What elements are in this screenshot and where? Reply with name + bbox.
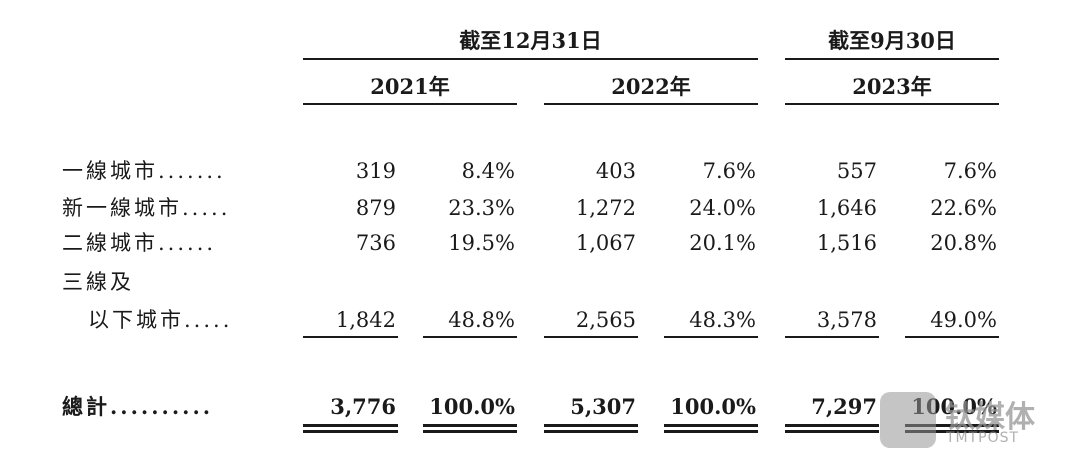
watermark-sub: TMTPOST: [946, 430, 1020, 446]
cell: 19.5%: [448, 231, 515, 255]
total-rule: [905, 424, 999, 427]
cell: 1,646: [816, 196, 877, 220]
year-header: 2021年: [370, 74, 450, 99]
total-rule: [785, 430, 879, 433]
total-rule: [664, 430, 758, 433]
cell: 20.8%: [930, 231, 997, 255]
cell: 48.8%: [448, 308, 515, 332]
cell: 736: [355, 231, 396, 255]
cell: 49.0%: [930, 308, 997, 332]
cell: 8.4%: [461, 159, 515, 183]
cell: 319: [355, 159, 396, 183]
group-header: 截至12月31日: [459, 28, 602, 53]
year-rule: [544, 103, 758, 105]
cell: 48.3%: [689, 308, 756, 332]
subtotal-rule: [423, 336, 517, 338]
total-cell: 100.0%: [670, 394, 756, 419]
total-rule: [303, 424, 398, 427]
cell: 2,565: [575, 308, 636, 332]
total-rule: [544, 430, 638, 433]
subtotal-rule: [303, 336, 398, 338]
cell: 24.0%: [689, 196, 756, 220]
total-cell: 5,307: [570, 394, 636, 419]
year-rule: [303, 103, 517, 105]
cell: 7.6%: [943, 159, 997, 183]
cell: 403: [595, 159, 636, 183]
cell: 1,272: [575, 196, 636, 220]
row-label: 二線城市......: [62, 231, 217, 255]
cell: 3,578: [816, 308, 877, 332]
row-label: 三線及: [62, 270, 134, 294]
group-header: 截至9月30日: [828, 28, 956, 53]
year-header: 2022年: [611, 74, 691, 99]
row-label: 一線城市.......: [62, 159, 226, 183]
subtotal-rule: [544, 336, 638, 338]
year-rule: [785, 103, 999, 105]
subtotal-rule: [785, 336, 879, 338]
cell: 557: [836, 159, 877, 183]
watermark-text: 钛媒体: [945, 400, 1035, 435]
total-rule: [423, 424, 517, 427]
cell: 22.6%: [930, 196, 997, 220]
cell: 23.3%: [448, 196, 515, 220]
watermark-icon: [880, 392, 936, 448]
total-label: 總計..........: [62, 394, 214, 419]
total-rule: [544, 424, 638, 427]
total-cell: 7,297: [811, 394, 877, 419]
total-rule: [423, 430, 517, 433]
cell: 1,067: [575, 231, 636, 255]
total-cell: 100.0%: [429, 394, 515, 419]
total-rule: [785, 424, 879, 427]
group-rule: [303, 58, 758, 60]
row-label: 新一線城市.....: [62, 196, 231, 220]
subtotal-rule: [664, 336, 758, 338]
total-rule: [303, 430, 398, 433]
subtotal-rule: [905, 336, 999, 338]
cell: 1,842: [335, 308, 396, 332]
year-header: 2023年: [852, 74, 932, 99]
total-cell: 3,776: [330, 394, 396, 419]
group-rule: [785, 58, 999, 60]
total-rule: [664, 424, 758, 427]
cell: 7.6%: [702, 159, 756, 183]
row-label: 以下城市.....: [88, 308, 233, 332]
total-rule: [905, 430, 999, 433]
cell: 1,516: [816, 231, 877, 255]
cell: 879: [355, 196, 396, 220]
cell: 20.1%: [689, 231, 756, 255]
